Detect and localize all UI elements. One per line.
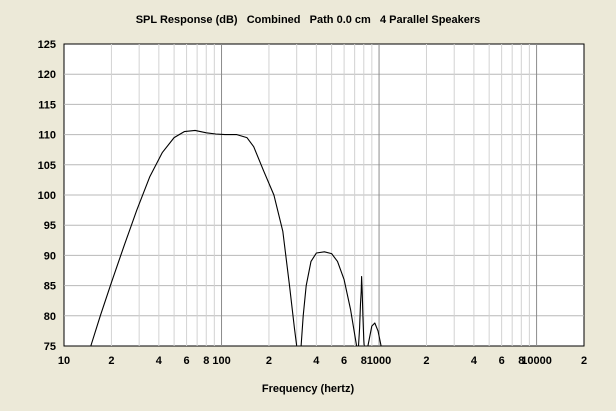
y-tick-label: 105 bbox=[38, 160, 56, 172]
x-tick-label: 4 bbox=[313, 355, 320, 367]
x-tick-label: 2 bbox=[423, 355, 429, 367]
x-tick-label: 6 bbox=[341, 355, 347, 367]
x-tick-label: 8 bbox=[361, 355, 367, 367]
y-tick-label: 100 bbox=[38, 190, 56, 202]
x-tick-label: 6 bbox=[184, 355, 190, 367]
y-tick-label: 110 bbox=[38, 130, 56, 142]
response-curve bbox=[90, 129, 382, 347]
x-tick-label: 6 bbox=[499, 355, 505, 367]
y-tick-label: 85 bbox=[44, 281, 56, 293]
y-tick-label: 75 bbox=[44, 341, 56, 353]
x-tick-label: 8 bbox=[203, 355, 209, 367]
x-tick-label: 2 bbox=[108, 355, 114, 367]
y-tick-label: 80 bbox=[44, 311, 56, 323]
y-tick-label: 90 bbox=[44, 250, 56, 262]
x-tick-label: 4 bbox=[156, 355, 163, 367]
y-tick-label: 125 bbox=[38, 39, 56, 51]
x-tick-label: 2 bbox=[581, 355, 587, 367]
y-axis-ticks: 75 80 85 90 95 100 105 110 115 120 125 bbox=[38, 39, 56, 353]
x-axis-label: Frequency (hertz) bbox=[262, 383, 355, 395]
grid-lines bbox=[64, 44, 584, 346]
y-tick-label: 115 bbox=[38, 99, 56, 111]
series-line bbox=[90, 129, 382, 347]
x-tick-label: 10000 bbox=[521, 355, 552, 367]
x-tick-label: 2 bbox=[266, 355, 272, 367]
y-tick-label: 120 bbox=[38, 69, 56, 81]
x-tick-label: 1000 bbox=[367, 355, 391, 367]
x-tick-label: 100 bbox=[212, 355, 230, 367]
chart-title: SPL Response (dB) Combined Path 0.0 cm 4… bbox=[136, 14, 481, 26]
y-tick-label: 95 bbox=[44, 220, 56, 232]
x-tick-label: 10 bbox=[58, 355, 70, 367]
x-tick-label: 8 bbox=[518, 355, 524, 367]
x-tick-label: 4 bbox=[471, 355, 478, 367]
